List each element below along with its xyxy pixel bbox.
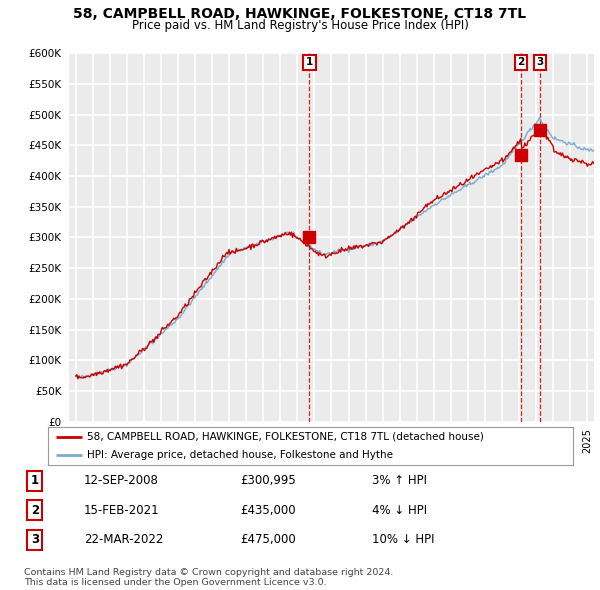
Text: £300,995: £300,995 xyxy=(240,474,296,487)
Text: 58, CAMPBELL ROAD, HAWKINGE, FOLKESTONE, CT18 7TL: 58, CAMPBELL ROAD, HAWKINGE, FOLKESTONE,… xyxy=(73,7,527,21)
Text: 2: 2 xyxy=(517,57,524,67)
Text: 3% ↑ HPI: 3% ↑ HPI xyxy=(372,474,427,487)
Text: £475,000: £475,000 xyxy=(240,533,296,546)
Text: Contains HM Land Registry data © Crown copyright and database right 2024.: Contains HM Land Registry data © Crown c… xyxy=(24,568,394,576)
Text: 58, CAMPBELL ROAD, HAWKINGE, FOLKESTONE, CT18 7TL (detached house): 58, CAMPBELL ROAD, HAWKINGE, FOLKESTONE,… xyxy=(88,432,484,442)
Text: 1: 1 xyxy=(31,474,39,487)
Text: 15-FEB-2021: 15-FEB-2021 xyxy=(84,504,160,517)
Text: £435,000: £435,000 xyxy=(240,504,296,517)
Text: 4% ↓ HPI: 4% ↓ HPI xyxy=(372,504,427,517)
Text: HPI: Average price, detached house, Folkestone and Hythe: HPI: Average price, detached house, Folk… xyxy=(88,450,394,460)
Text: 10% ↓ HPI: 10% ↓ HPI xyxy=(372,533,434,546)
Text: 1: 1 xyxy=(306,57,313,67)
Text: 3: 3 xyxy=(31,533,39,546)
Text: Price paid vs. HM Land Registry's House Price Index (HPI): Price paid vs. HM Land Registry's House … xyxy=(131,19,469,32)
Text: 3: 3 xyxy=(536,57,544,67)
Text: 12-SEP-2008: 12-SEP-2008 xyxy=(84,474,159,487)
Text: 22-MAR-2022: 22-MAR-2022 xyxy=(84,533,163,546)
Text: This data is licensed under the Open Government Licence v3.0.: This data is licensed under the Open Gov… xyxy=(24,578,326,587)
Text: 2: 2 xyxy=(31,504,39,517)
